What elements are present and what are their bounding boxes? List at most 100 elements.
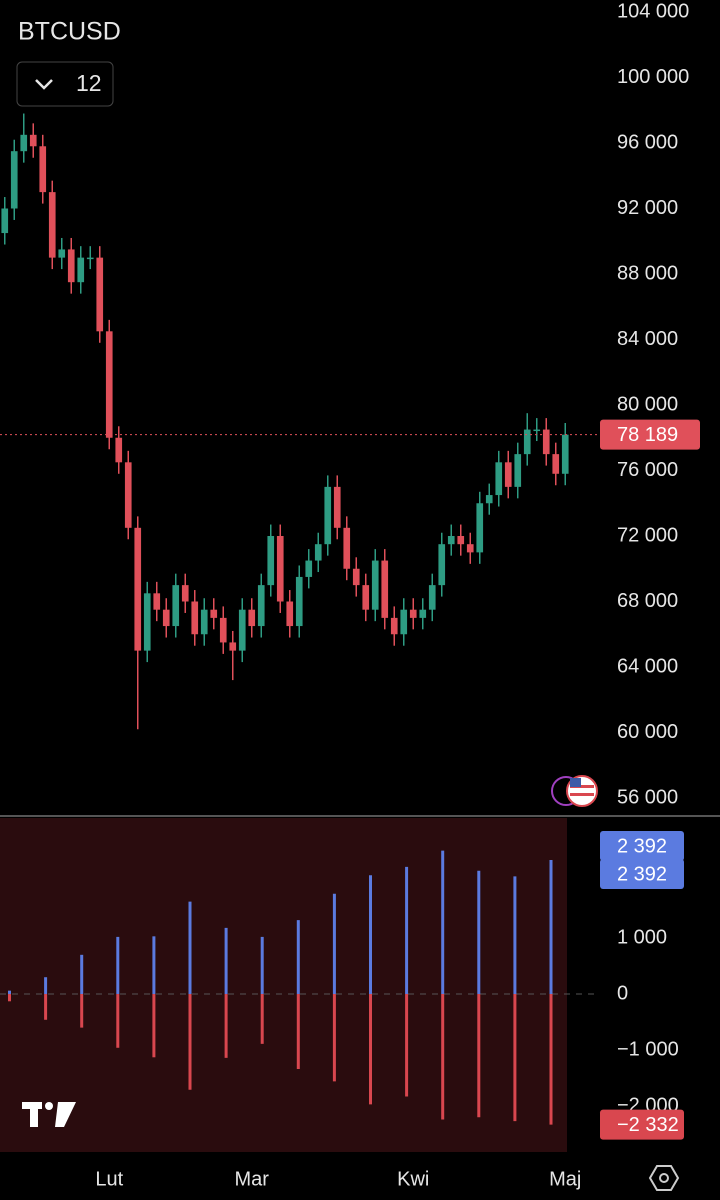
candle [371, 549, 379, 622]
candle [77, 246, 85, 294]
candle [400, 598, 408, 646]
candle-body [362, 585, 370, 610]
candle-body [409, 609, 417, 618]
candle [58, 237, 66, 270]
candle [29, 123, 37, 158]
candle [248, 598, 256, 638]
candle [162, 598, 170, 638]
candle-body [523, 429, 531, 455]
price-label-box [600, 419, 700, 450]
candle-body [29, 134, 37, 147]
candle [390, 606, 398, 646]
candle-body [533, 429, 541, 432]
candle [305, 549, 313, 589]
candle-body [48, 192, 56, 258]
x-tick-label: Maj [549, 1168, 581, 1190]
candle-body [58, 249, 66, 258]
y-tick-label: 84 000 [617, 328, 678, 350]
candle-body [191, 601, 199, 635]
candle-body [552, 454, 560, 474]
candle-body [428, 585, 436, 610]
event-icon[interactable] [551, 775, 598, 807]
candle [238, 598, 246, 663]
candle [324, 475, 332, 556]
candle-body [476, 503, 484, 553]
symbol-title: BTCUSD [18, 18, 121, 46]
last-value-label: 2 392 [617, 863, 667, 885]
y-tick-label: 80 000 [617, 393, 678, 415]
candle [1, 197, 9, 245]
y-tick-label: 92 000 [617, 197, 678, 219]
y-tick-label: 64 000 [617, 655, 678, 677]
candle-body [390, 617, 398, 635]
interval-button[interactable] [16, 61, 114, 107]
candle-body [485, 495, 493, 504]
candle [257, 573, 265, 638]
candle-body [352, 568, 360, 586]
candle [542, 418, 550, 466]
candle-body [276, 536, 284, 602]
candle [172, 573, 180, 638]
candle-body [400, 609, 408, 635]
candle-body [305, 560, 313, 577]
candle-body [381, 560, 389, 618]
candle [96, 246, 104, 343]
candle-body [314, 544, 322, 561]
y-tick-label: −1 000 [617, 1038, 679, 1060]
candle-body [495, 462, 503, 496]
candle [10, 139, 18, 220]
settings-icon[interactable] [648, 1165, 680, 1191]
candle-body [257, 585, 265, 627]
last-value-box [600, 1109, 684, 1140]
interval-label: 12 [76, 70, 102, 96]
candle-body [134, 527, 142, 651]
candle [105, 319, 113, 450]
candle-body [210, 609, 218, 618]
candle [181, 573, 189, 613]
candle [533, 418, 541, 442]
candle [476, 491, 484, 564]
candle-body [504, 462, 512, 487]
candle-body [96, 257, 104, 332]
candle [466, 532, 474, 564]
candle [362, 573, 370, 622]
y-tick-label: 100 000 [617, 66, 689, 88]
candle [552, 442, 560, 486]
candle-body [1, 208, 9, 234]
candle-body [457, 536, 465, 545]
candle-body [172, 585, 180, 627]
candle [276, 524, 284, 613]
candle [124, 450, 132, 540]
candle [333, 475, 341, 540]
candle [153, 581, 161, 622]
x-tick-label: Mar [235, 1168, 270, 1190]
candle-body [162, 609, 170, 627]
price-label: 78 189 [617, 424, 678, 446]
candle [295, 565, 303, 638]
y-tick-label: 1 000 [617, 926, 667, 948]
candle-body [200, 609, 208, 635]
candle-body [324, 486, 332, 545]
lower-pane [0, 818, 567, 1152]
candle [314, 532, 322, 573]
y-tick-label: 76 000 [617, 459, 678, 481]
candle-body [20, 134, 28, 152]
last-value-box [600, 859, 684, 890]
candle [134, 516, 142, 730]
candle [200, 598, 208, 646]
candle [115, 426, 123, 474]
candle [352, 557, 360, 597]
candle [561, 423, 569, 486]
y-tick-label: 60 000 [617, 721, 678, 743]
candle-body [561, 434, 569, 474]
candle-body [115, 437, 123, 463]
candle [20, 113, 28, 163]
candle-body [419, 609, 427, 618]
candle-body [143, 593, 151, 651]
tv-logo [22, 1102, 76, 1127]
y-tick-label: 68 000 [617, 590, 678, 612]
candle-body [39, 146, 47, 193]
candle [438, 532, 446, 597]
y-tick-label: 72 000 [617, 524, 678, 546]
